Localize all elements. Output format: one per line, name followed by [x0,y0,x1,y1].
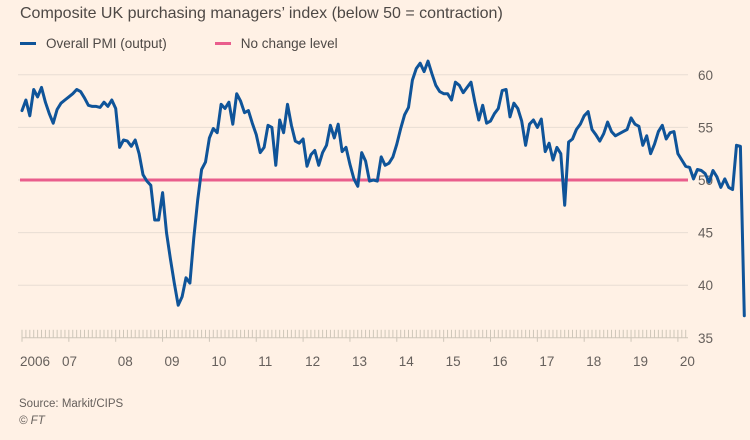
y-tick-label-40: 40 [698,278,713,293]
x-tick-label-20: 20 [680,354,695,369]
legend-label-no-change: No change level [240,36,338,51]
x-tick-label-13: 13 [352,354,367,369]
x-tick-label-19: 19 [633,354,648,369]
legend-swatch-overall-pmi [20,42,36,45]
y-tick-label-50: 50 [698,173,713,188]
legend-label-overall-pmi: Overall PMI (output) [46,36,167,51]
y-tick-label-55: 55 [698,120,713,135]
copyright-note: © FT [19,415,45,427]
x-tick-label-09: 09 [165,354,180,369]
y-tick-label-45: 45 [698,226,713,241]
legend-item-overall-pmi: Overall PMI (output) [20,36,167,51]
legend-item-no-change: No change level [214,36,338,51]
x-axis-tick-labels: 2006 07 08 09 10 11 12 13 14 15 16 17 18 19 20 [20,354,695,369]
x-tick-label-16: 16 [493,354,508,369]
y-tick-label-35: 35 [698,331,713,346]
y-tick-label-60: 60 [698,68,713,83]
source-note: Source: Markit/CIPS [19,398,124,410]
x-tick-label-11: 11 [258,354,272,369]
chart-footer: Source: Markit/CIPS © FT [19,396,123,430]
legend-swatch-no-change [214,42,231,45]
overall-pmi-line [20,59,746,318]
x-tick-label-15: 15 [446,354,461,369]
y-axis-tick-labels: 35 40 45 50 55 60 [698,68,713,346]
x-tick-label-2006: 2006 [20,354,50,369]
series-layer [20,59,746,318]
x-tick-label-18: 18 [586,354,601,369]
chart-legend: Overall PMI (output) No change level [20,36,338,51]
x-tick-label-10: 10 [211,354,226,369]
x-tick-label-12: 12 [305,354,320,369]
x-tick-label-14: 14 [399,354,415,369]
x-tick-label-07: 07 [62,354,77,369]
x-tick-label-17: 17 [539,354,554,369]
x-axis [21,329,688,342]
chart-title: Composite UK purchasing managers’ index … [20,5,503,22]
x-tick-label-08: 08 [118,354,133,369]
